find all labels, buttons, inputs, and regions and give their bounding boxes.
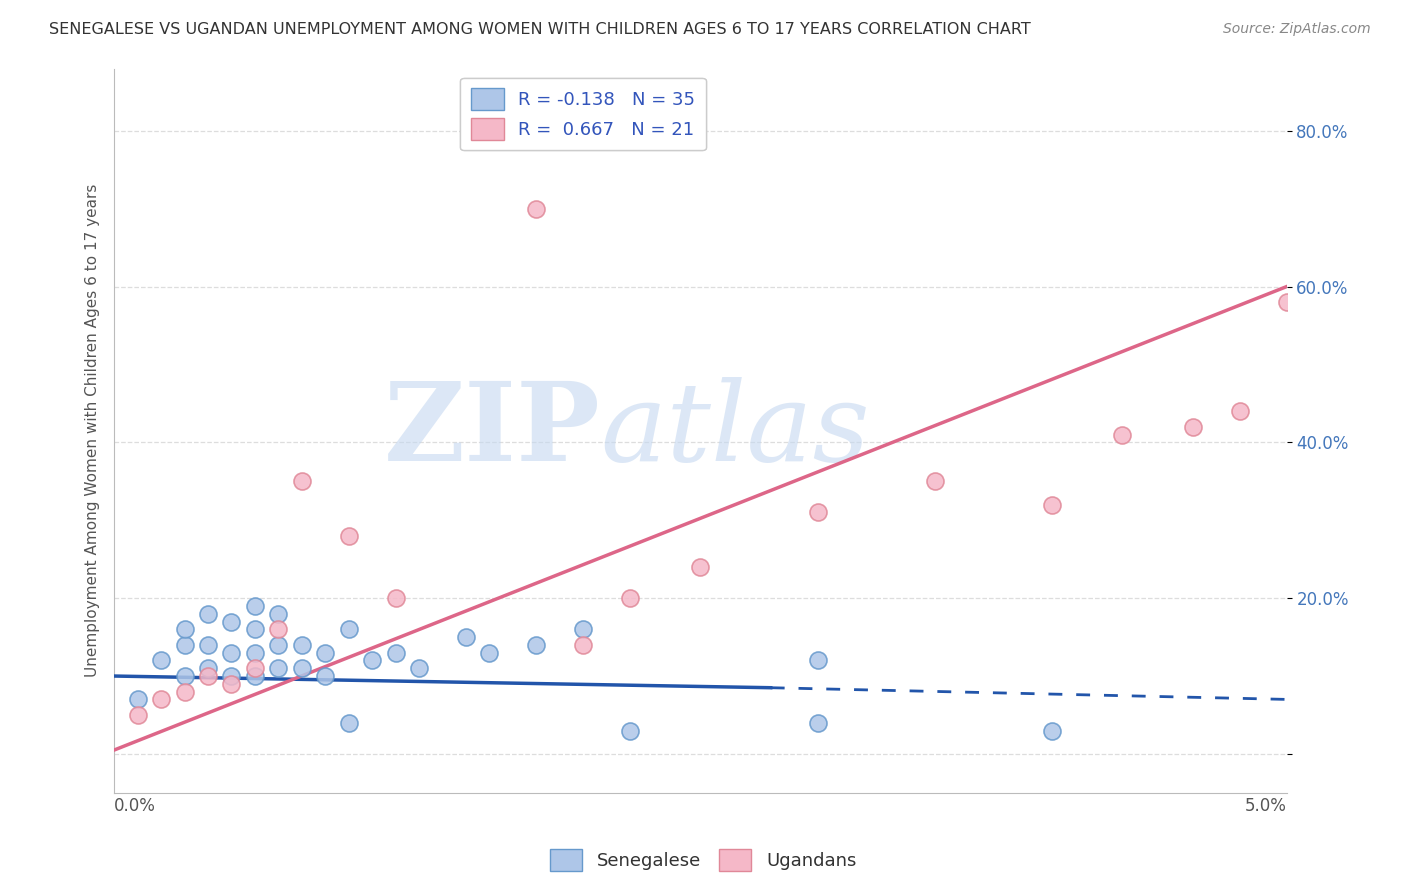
- Point: [197, 607, 219, 621]
- Text: Source: ZipAtlas.com: Source: ZipAtlas.com: [1223, 22, 1371, 37]
- Point: [291, 661, 314, 675]
- Point: [197, 669, 219, 683]
- Point: [197, 661, 219, 675]
- Point: [924, 475, 946, 489]
- Point: [243, 646, 266, 660]
- Point: [243, 622, 266, 636]
- Point: [173, 622, 195, 636]
- Point: [572, 638, 595, 652]
- Point: [127, 708, 149, 723]
- Point: [314, 646, 336, 660]
- Point: [267, 607, 290, 621]
- Point: [314, 669, 336, 683]
- Point: [150, 692, 173, 706]
- Point: [1040, 498, 1063, 512]
- Point: [267, 661, 290, 675]
- Point: [807, 715, 830, 730]
- Point: [150, 653, 173, 667]
- Point: [173, 684, 195, 698]
- Point: [689, 560, 711, 574]
- Legend: R = -0.138   N = 35, R =  0.667   N = 21: R = -0.138 N = 35, R = 0.667 N = 21: [460, 78, 706, 151]
- Point: [1111, 427, 1133, 442]
- Point: [337, 529, 360, 543]
- Point: [243, 599, 266, 613]
- Point: [127, 692, 149, 706]
- Point: [337, 715, 360, 730]
- Point: [243, 661, 266, 675]
- Point: [173, 669, 195, 683]
- Point: [524, 638, 547, 652]
- Point: [1275, 295, 1298, 310]
- Point: [619, 723, 641, 738]
- Text: SENEGALESE VS UGANDAN UNEMPLOYMENT AMONG WOMEN WITH CHILDREN AGES 6 TO 17 YEARS : SENEGALESE VS UGANDAN UNEMPLOYMENT AMONG…: [49, 22, 1031, 37]
- Point: [572, 622, 595, 636]
- Point: [361, 653, 384, 667]
- Point: [1181, 419, 1204, 434]
- Text: 5.0%: 5.0%: [1244, 797, 1286, 814]
- Point: [291, 638, 314, 652]
- Point: [337, 622, 360, 636]
- Point: [619, 591, 641, 606]
- Point: [267, 638, 290, 652]
- Point: [173, 638, 195, 652]
- Point: [408, 661, 430, 675]
- Point: [197, 638, 219, 652]
- Point: [807, 653, 830, 667]
- Point: [267, 622, 290, 636]
- Point: [384, 591, 406, 606]
- Point: [478, 646, 501, 660]
- Point: [1229, 404, 1251, 418]
- Text: atlas: atlas: [600, 377, 870, 484]
- Point: [454, 630, 477, 644]
- Point: [807, 506, 830, 520]
- Y-axis label: Unemployment Among Women with Children Ages 6 to 17 years: Unemployment Among Women with Children A…: [86, 184, 100, 677]
- Text: ZIP: ZIP: [384, 377, 600, 484]
- Point: [1040, 723, 1063, 738]
- Point: [384, 646, 406, 660]
- Point: [221, 669, 243, 683]
- Legend: Senegalese, Ugandans: Senegalese, Ugandans: [543, 842, 863, 879]
- Point: [221, 646, 243, 660]
- Point: [221, 677, 243, 691]
- Point: [524, 202, 547, 216]
- Point: [243, 669, 266, 683]
- Text: 0.0%: 0.0%: [114, 797, 156, 814]
- Point: [291, 475, 314, 489]
- Point: [221, 615, 243, 629]
